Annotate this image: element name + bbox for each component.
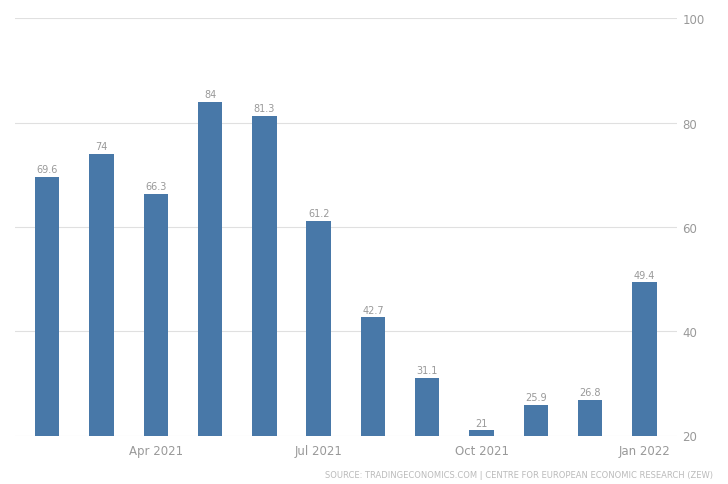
Text: 21: 21 — [475, 418, 488, 428]
Text: SOURCE: TRADINGECONOMICS.COM | CENTRE FOR EUROPEAN ECONOMIC RESEARCH (ZEW): SOURCE: TRADINGECONOMICS.COM | CENTRE FO… — [325, 470, 713, 479]
Text: 84: 84 — [204, 90, 216, 100]
Bar — [470, 430, 494, 484]
Text: 25.9: 25.9 — [525, 393, 547, 402]
Bar — [361, 318, 385, 484]
Text: 49.4: 49.4 — [634, 270, 655, 280]
Text: 61.2: 61.2 — [308, 209, 329, 219]
Text: 66.3: 66.3 — [145, 182, 167, 192]
Bar — [143, 195, 168, 484]
Bar — [198, 103, 222, 484]
Bar — [523, 405, 548, 484]
Text: 74: 74 — [95, 142, 108, 152]
Bar — [578, 400, 602, 484]
Text: 26.8: 26.8 — [579, 388, 601, 398]
Bar — [415, 378, 440, 484]
Text: 69.6: 69.6 — [36, 165, 58, 175]
Bar — [306, 221, 331, 484]
Bar — [35, 178, 60, 484]
Text: 31.1: 31.1 — [416, 365, 438, 375]
Bar — [90, 155, 114, 484]
Text: 81.3: 81.3 — [253, 104, 275, 114]
Bar — [252, 117, 277, 484]
Bar — [632, 283, 657, 484]
Text: 42.7: 42.7 — [362, 305, 384, 315]
